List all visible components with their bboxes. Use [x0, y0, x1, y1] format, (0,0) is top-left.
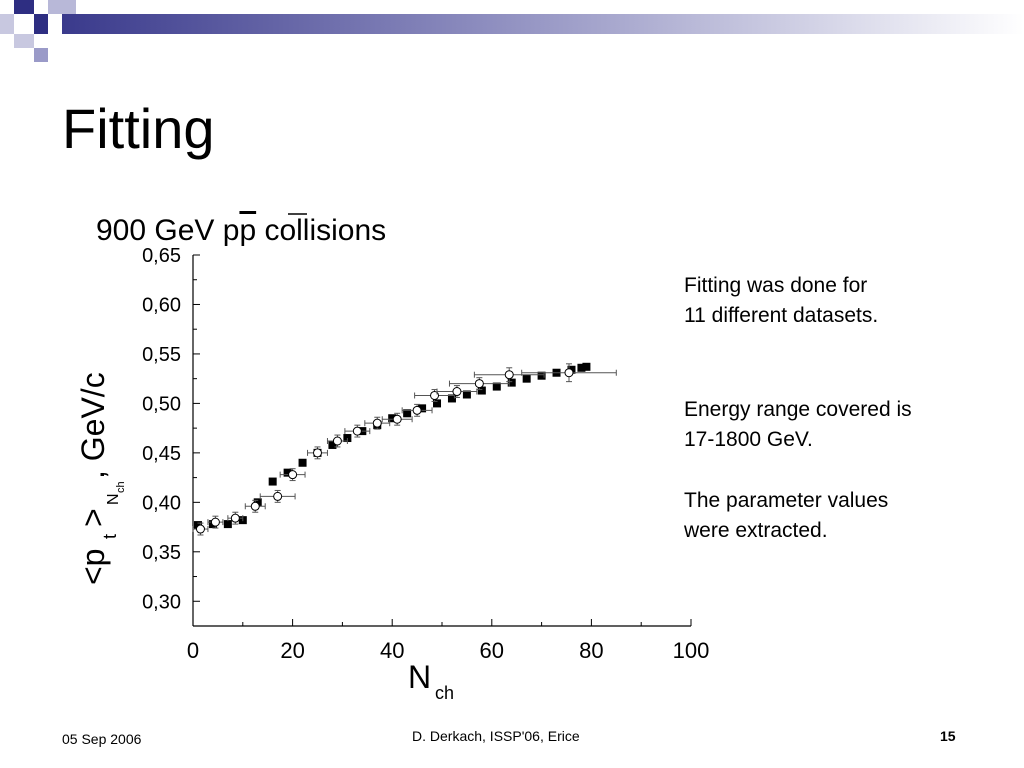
y-axis-label-sub2: N: [105, 493, 122, 505]
y-axis-label-sub: t: [100, 534, 120, 539]
data-point-square: [298, 458, 307, 467]
chart-axes: 0,30 0,35 0,40 0,45 0,50 0,55 0,60 0,65 0 20 40 60 8…: [75, 213, 710, 703]
data-point-square: [477, 386, 486, 395]
data-point-square: [268, 477, 277, 486]
data-point-square: [462, 390, 471, 399]
chart-title-part: collisions: [256, 214, 386, 247]
chart-marks: [192, 362, 617, 536]
data-point-circle: [452, 387, 462, 397]
corner-square-mid: [34, 48, 48, 62]
side-note-1: Fitting was done for 11 different datase…: [684, 271, 984, 331]
x-tick-label: 40: [380, 638, 404, 663]
data-point-circle: [352, 426, 362, 436]
footer-page-number: 15: [940, 728, 956, 744]
x-tick-label: 60: [480, 638, 504, 663]
x-tick-label: 20: [280, 638, 304, 663]
data-point-square: [193, 521, 202, 530]
chart-title-part: 900 GeV p: [96, 214, 239, 247]
y-axis-label-bracket: >: [75, 508, 111, 527]
corner-square-dark: [14, 0, 34, 14]
data-point-square: [328, 440, 337, 449]
y-axis-label-main: <p: [75, 549, 111, 585]
x-tick-label: 100: [673, 638, 710, 663]
corner-square-dark-2: [34, 14, 48, 34]
footer-center: D. Derkach, ISSP'06, Erice: [412, 728, 580, 744]
data-point-square: [582, 362, 591, 371]
y-tick-label: 0,60: [142, 294, 181, 316]
data-point-circle: [210, 517, 220, 527]
side-note-line: 17-1800 GeV.: [684, 428, 813, 451]
data-point-circle: [564, 368, 574, 378]
data-point-circle: [250, 501, 260, 511]
y-tick-label: 0,30: [142, 591, 181, 613]
side-note-line: Fitting was done for: [684, 274, 868, 297]
x-axis-label-sub: ch: [435, 683, 454, 703]
data-point-circle: [288, 470, 298, 480]
data-point-circle: [474, 379, 484, 389]
footer-date: 05 Sep 2006: [62, 731, 142, 747]
data-point-circle: [313, 448, 322, 458]
y-tick-label: 0,65: [142, 245, 181, 267]
data-point-circle: [273, 491, 283, 501]
y-axis-label-unit: , GeV/c: [75, 372, 111, 479]
header-gradient-bar: [62, 14, 1024, 34]
data-point-square: [577, 363, 586, 372]
data-point-square: [522, 374, 531, 383]
data-point-square: [537, 371, 546, 380]
slide-title: Fitting: [62, 97, 215, 160]
side-note-line: were extracted.: [684, 519, 828, 542]
data-point-square: [447, 394, 456, 403]
x-axis-label: N: [408, 659, 431, 695]
data-point-circle: [332, 436, 342, 446]
chart-title: 900 GeV pp collisions: [96, 214, 386, 247]
side-note-line: The parameter values: [684, 489, 889, 512]
data-point-square: [433, 399, 442, 408]
data-point-square: [253, 498, 262, 507]
corner-square-light-3: [14, 34, 34, 48]
side-note-2: Energy range covered is 17-1800 GeV.: [684, 395, 984, 455]
y-tick-label: 0,55: [142, 344, 181, 366]
data-point-square: [418, 404, 427, 413]
y-tick-label: 0,35: [142, 542, 181, 564]
data-point-square: [388, 414, 397, 423]
data-point-square: [223, 520, 232, 529]
data-point-square: [403, 409, 412, 418]
x-tick-label: 80: [579, 638, 603, 663]
data-point-square: [283, 468, 292, 477]
data-point-circle: [412, 405, 422, 415]
side-note-3: The parameter values were extracted.: [684, 486, 984, 546]
y-tick-label: 0,40: [142, 492, 181, 514]
data-point-square: [492, 382, 501, 391]
y-tick-label: 0,45: [142, 443, 181, 465]
y-tick-label: 0,50: [142, 393, 181, 415]
side-note-line: 11 different datasets.: [684, 304, 879, 327]
data-point-circle: [504, 370, 514, 380]
corner-square-light: [48, 0, 76, 14]
data-point-square: [507, 378, 516, 387]
y-axis-label-sub3: ch: [115, 481, 127, 493]
data-point-circle: [372, 418, 382, 428]
data-point-circle: [195, 524, 205, 534]
chart-title-antiparticle: p: [239, 214, 256, 247]
y-axis-label: <p t > Nch , GeV/c: [75, 372, 127, 585]
corner-square-light-2: [0, 14, 14, 34]
data-point-circle: [230, 513, 240, 523]
side-note-line: Energy range covered is: [684, 398, 912, 421]
data-point-circle: [392, 414, 402, 424]
x-tick-label: 0: [187, 638, 199, 663]
